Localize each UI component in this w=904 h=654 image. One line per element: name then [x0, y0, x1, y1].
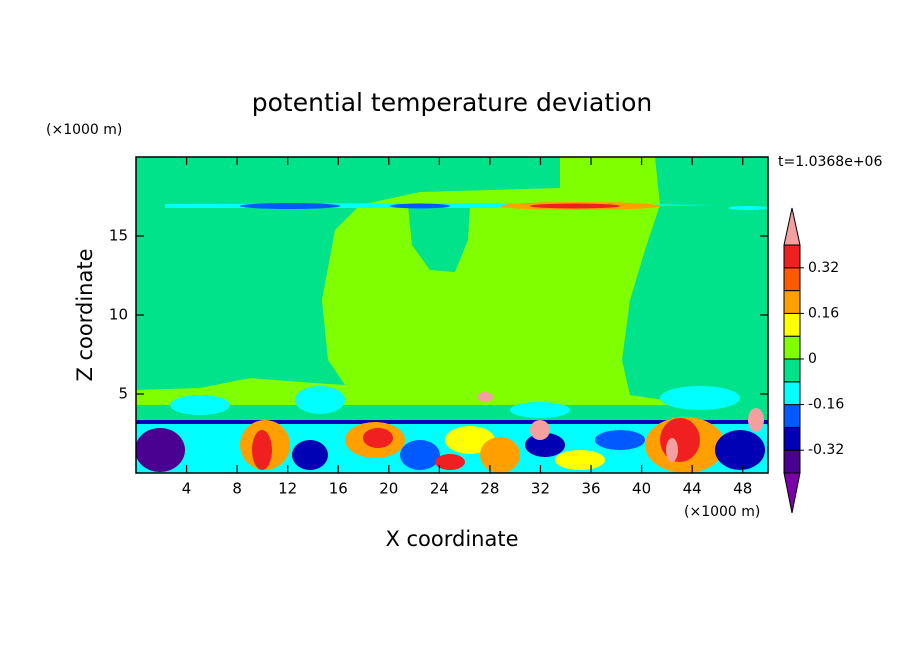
colorbar-box	[783, 290, 801, 314]
colorbar-box	[783, 358, 801, 383]
x-tick-label: 28	[480, 480, 499, 498]
colorbar-box	[783, 335, 801, 360]
contour-region	[622, 157, 768, 410]
colorbar-box	[783, 381, 801, 406]
contour-region	[477, 392, 493, 402]
contour-region	[408, 205, 470, 272]
contour-region	[748, 408, 764, 432]
contour-region	[666, 438, 678, 462]
x-tick-label: 44	[683, 480, 702, 498]
y-tick-label: 5	[118, 385, 128, 403]
x-tick-label: 16	[329, 480, 348, 498]
colorbar-tick-label: -0.16	[808, 397, 844, 413]
colorbar-tick-label: 0	[808, 351, 817, 367]
colorbar-box	[783, 244, 801, 269]
contour-field	[136, 157, 768, 473]
x-tick-label: 36	[581, 480, 600, 498]
contour-region	[390, 203, 450, 209]
x-tick-label: 40	[632, 480, 651, 498]
colorbar-box	[783, 312, 801, 337]
colorbar-tick-label: 0.16	[808, 305, 839, 321]
y-tick-label: 15	[109, 227, 128, 245]
colorbar-tick-label: -0.32	[808, 442, 844, 458]
colorbar-over	[783, 207, 801, 246]
contour-region	[660, 386, 740, 410]
contour-region	[728, 206, 768, 210]
colorbar-box	[783, 267, 801, 292]
contour-region	[400, 440, 440, 470]
y-tick-label: 10	[109, 306, 128, 324]
contour-region	[292, 440, 328, 470]
y-axis-label: Z coordinate	[73, 248, 97, 381]
x-tick-label: 32	[531, 480, 550, 498]
contour-region	[363, 428, 393, 448]
contour-region	[136, 157, 560, 390]
x-axis-label: X coordinate	[385, 527, 518, 551]
contour-region	[240, 203, 340, 209]
contour-region	[715, 430, 765, 470]
contour-region	[595, 430, 645, 450]
contour-region	[136, 420, 768, 424]
contour-region	[555, 450, 605, 470]
y-unit: (×1000 m)	[46, 122, 122, 138]
colorbar-under	[783, 472, 801, 514]
contour-region	[252, 430, 272, 470]
contour-region	[530, 203, 620, 209]
x-tick-label: 8	[232, 480, 242, 498]
x-tick-label: 4	[182, 480, 192, 498]
contour-region	[525, 433, 565, 457]
x-unit: (×1000 m)	[684, 504, 760, 520]
contour-region	[435, 454, 465, 470]
contour-region	[136, 428, 185, 472]
x-tick-label: 48	[733, 480, 752, 498]
time-label: t=1.0368e+06	[778, 154, 882, 170]
x-tick-label: 12	[278, 480, 297, 498]
contour-region	[480, 437, 520, 473]
colorbar-box	[783, 449, 801, 474]
contour-region	[530, 420, 550, 440]
x-tick-label: 20	[379, 480, 398, 498]
x-tick-label: 24	[430, 480, 449, 498]
contour-region	[510, 402, 570, 418]
colorbar-tick-label: 0.32	[808, 260, 839, 276]
colorbar-box	[783, 404, 801, 428]
chart-title: potential temperature deviation	[252, 88, 652, 117]
contour-region	[660, 418, 700, 462]
colorbar-box	[783, 426, 801, 451]
contour-region	[295, 386, 345, 414]
contour-region	[170, 395, 230, 415]
